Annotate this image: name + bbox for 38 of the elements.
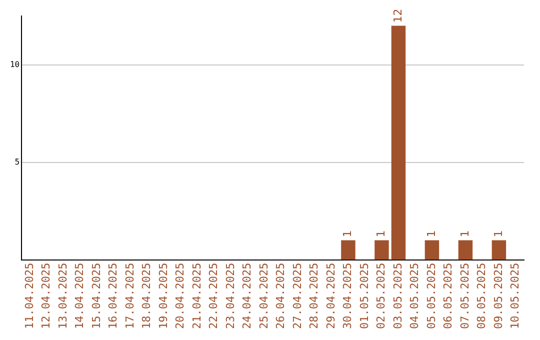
y-tick-label: 5: [14, 157, 20, 166]
x-tick-label: 10.05.2025: [508, 262, 522, 330]
x-tick-label: 08.05.2025: [475, 262, 488, 330]
x-tick-label: 26.04.2025: [274, 262, 288, 330]
x-tick-label: 15.04.2025: [90, 262, 103, 330]
x-tick-label: 05.05.2025: [424, 262, 438, 330]
x-tick-label: 16.04.2025: [106, 262, 120, 330]
x-tick-label: 29.04.2025: [324, 262, 338, 330]
x-tick-label: 23.04.2025: [224, 262, 237, 330]
x-tick-label: 28.04.2025: [308, 262, 321, 330]
x-tick-label: 02.05.2025: [374, 262, 388, 330]
x-tick-label: 22.04.2025: [207, 262, 220, 330]
data-label: 1: [341, 230, 354, 238]
x-tick-label: 03.05.2025: [391, 262, 404, 330]
data-label: 12: [391, 8, 404, 23]
data-label: 1: [492, 230, 505, 238]
data-label: 1: [374, 230, 388, 238]
x-tick-label: 17.04.2025: [123, 262, 136, 330]
x-tick-label: 19.04.2025: [156, 262, 170, 330]
x-tick-label: 04.05.2025: [408, 262, 422, 330]
x-tick-label: 07.05.2025: [458, 262, 472, 330]
x-tick-label: 30.04.2025: [341, 262, 354, 330]
x-tick-label: 18.04.2025: [140, 262, 154, 330]
x-tick-label: 20.04.2025: [174, 262, 187, 330]
x-tick-label: 12.04.2025: [40, 262, 53, 330]
data-label: 1: [458, 230, 472, 238]
x-tick-label: 11.04.2025: [22, 262, 36, 330]
x-tick-label: 25.04.2025: [257, 262, 270, 330]
x-tick-label: 27.04.2025: [290, 262, 304, 330]
x-tick-label: 13.04.2025: [56, 262, 70, 330]
x-tick-label: 06.05.2025: [442, 262, 455, 330]
y-tick-label: 10: [10, 60, 20, 69]
x-tick-label: 21.04.2025: [190, 262, 204, 330]
x-tick-label: 01.05.2025: [358, 262, 371, 330]
x-tick-label: 24.04.2025: [240, 262, 254, 330]
x-tick-label: 09.05.2025: [492, 262, 505, 330]
data-label: 1: [424, 230, 438, 238]
x-tick-label: 14.04.2025: [73, 262, 86, 330]
